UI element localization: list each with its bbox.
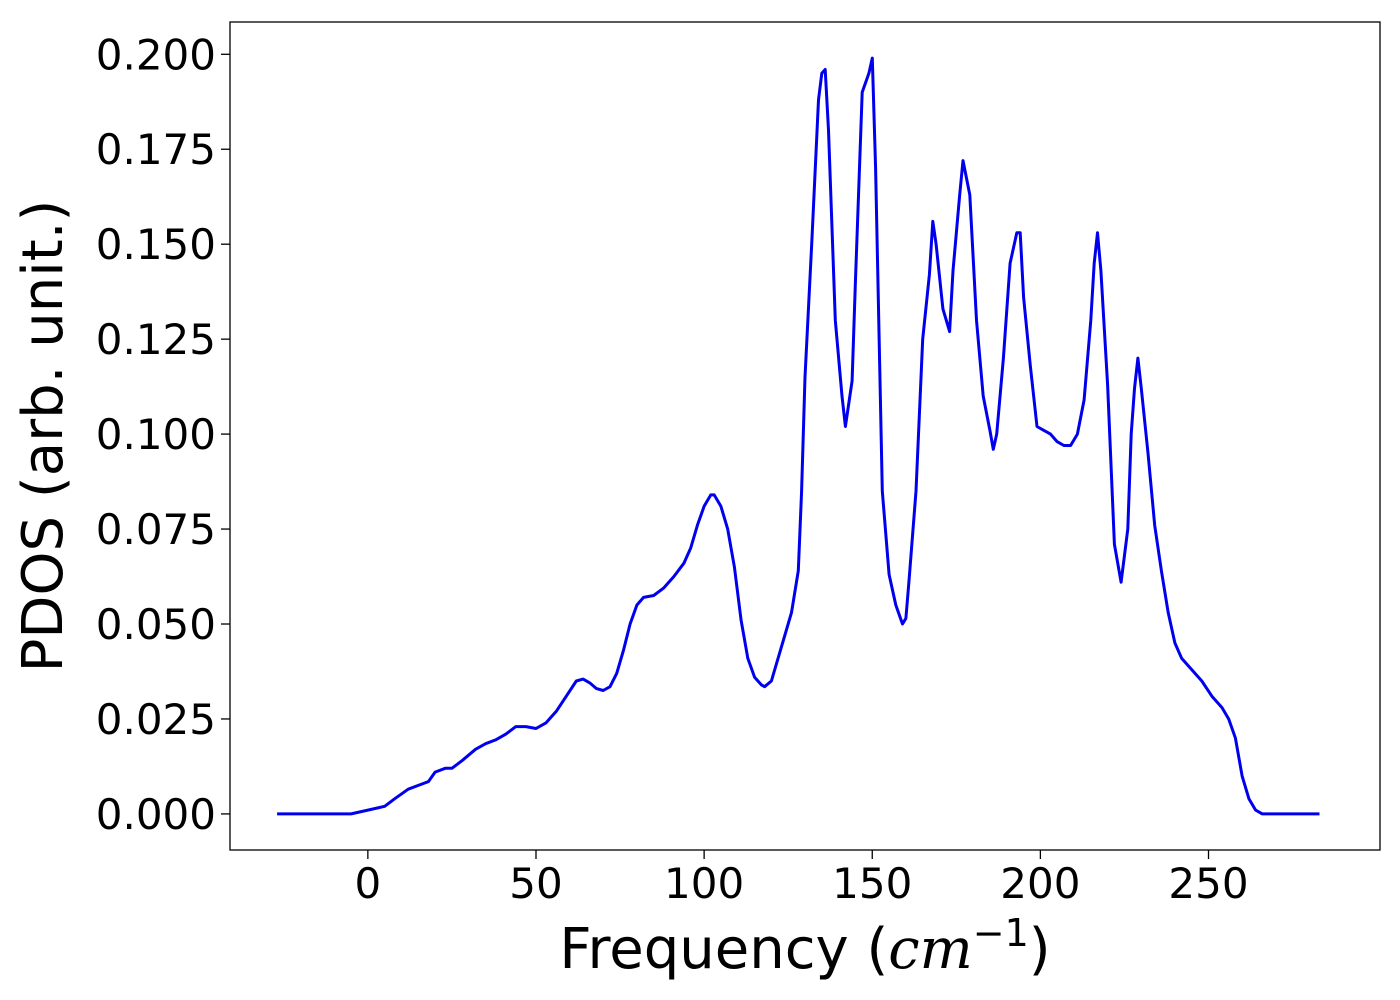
y-axis-label: PDOS (arb. unit.) <box>11 200 76 673</box>
x-tick-label: 100 <box>664 859 744 908</box>
plot-area <box>277 56 1320 816</box>
x-tick-label: 250 <box>1168 859 1248 908</box>
x-tick-label: 150 <box>832 859 912 908</box>
y-tick-label: 0.175 <box>96 125 216 174</box>
plot-frame <box>229 21 1381 851</box>
x-axis-ticks: 0 50 100 150 200 250 <box>354 850 1249 908</box>
y-tick-label: 0.000 <box>96 790 216 839</box>
x-tick-label: 50 <box>509 859 562 908</box>
x-tick-label: 200 <box>1000 859 1080 908</box>
y-tick-label: 0.050 <box>96 600 216 649</box>
y-tick-label: 0.150 <box>96 220 216 269</box>
y-axis-ticks: 0.000 0.025 0.050 0.075 0.100 0.125 0.150 0.175… <box>96 30 230 839</box>
y-tick-label: 0.200 <box>96 30 216 79</box>
series-line-0 <box>277 56 1320 816</box>
y-tick-label: 0.075 <box>96 505 216 554</box>
y-tick-label: 0.100 <box>96 410 216 459</box>
x-axis-label: Frequency (cm−1) <box>559 911 1050 982</box>
y-tick-label: 0.125 <box>96 315 216 364</box>
y-tick-label: 0.025 <box>96 695 216 744</box>
x-tick-label: 0 <box>354 859 381 908</box>
